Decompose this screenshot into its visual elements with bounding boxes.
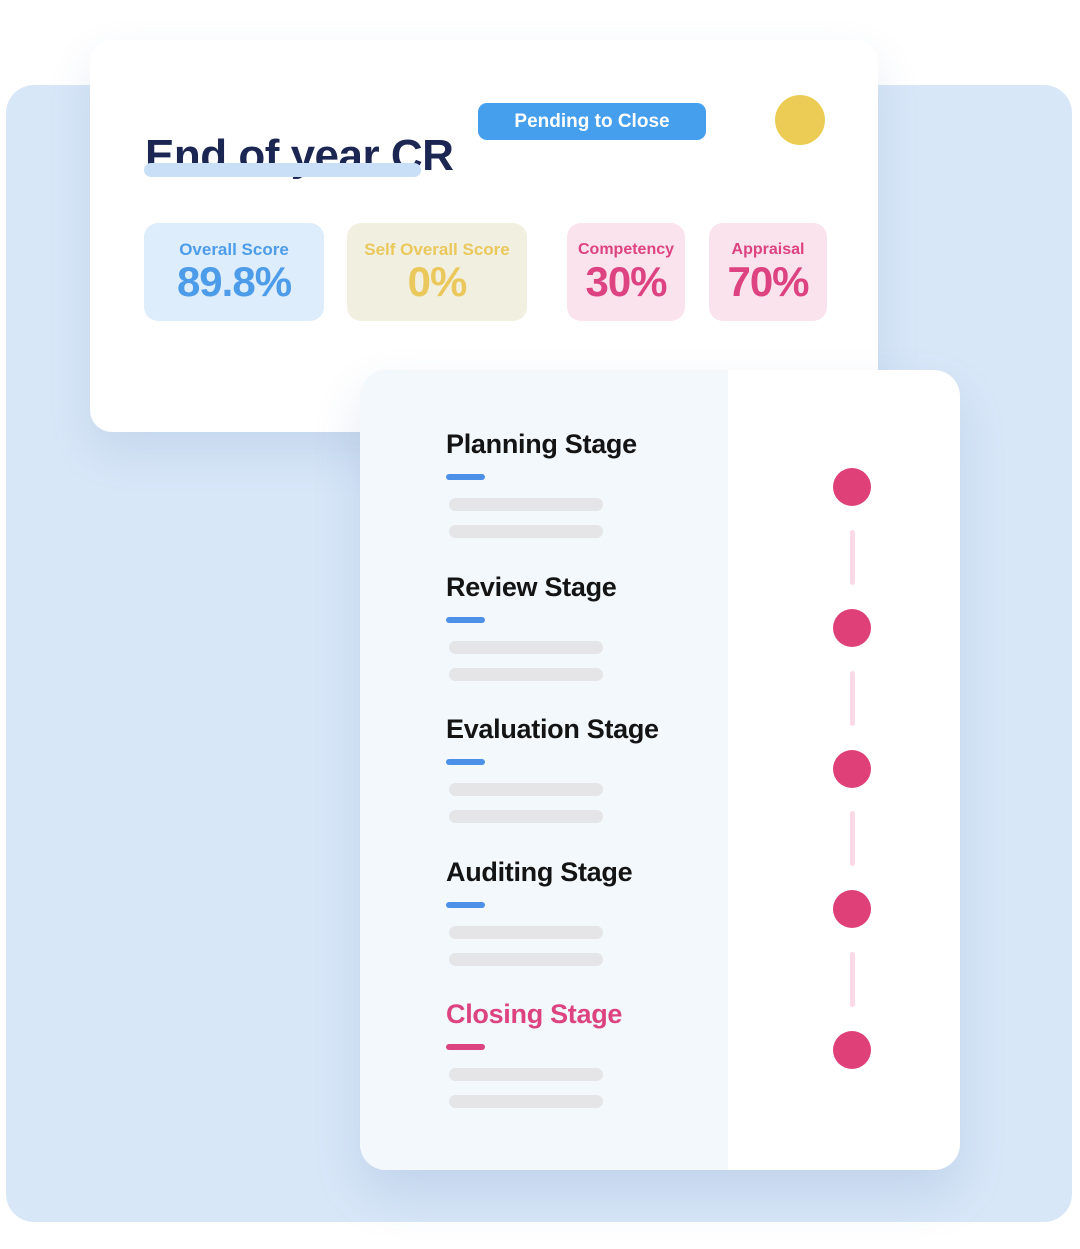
placeholder-line	[449, 810, 603, 823]
status-badge[interactable]: Pending to Close	[478, 103, 706, 140]
stage-item-evaluation: Evaluation Stage	[446, 715, 716, 830]
score-value: 0%	[407, 258, 468, 305]
placeholder-line	[449, 525, 603, 538]
placeholder-line	[449, 498, 603, 511]
avatar[interactable]	[775, 95, 825, 145]
placeholder-line	[449, 1068, 603, 1081]
stage-underline	[446, 617, 485, 623]
stage-item-planning: Planning Stage	[446, 430, 716, 545]
score-tile-appraisal: Appraisal 70%	[709, 223, 827, 321]
stage-item-review: Review Stage	[446, 573, 716, 688]
score-label: Self Overall Score	[364, 240, 510, 259]
review-summary-card: End of year CR Pending to Close Overall …	[90, 40, 878, 432]
placeholder-line	[449, 953, 603, 966]
stage-item-auditing: Auditing Stage	[446, 858, 716, 973]
placeholder-line	[449, 783, 603, 796]
stages-card: Planning Stage Review Stage Evaluation S…	[360, 370, 960, 1170]
timeline-dot	[833, 468, 871, 506]
stage-title: Planning Stage	[446, 429, 637, 459]
placeholder-line	[449, 1095, 603, 1108]
score-value: 70%	[727, 257, 809, 305]
score-value: 89.8%	[176, 258, 292, 305]
timeline-connector	[850, 811, 855, 866]
timeline-dot	[833, 750, 871, 788]
timeline-dot	[833, 609, 871, 647]
stage-underline	[446, 1044, 485, 1050]
score-label: Competency	[577, 240, 675, 258]
placeholder-line	[449, 926, 603, 939]
stage-title: Evaluation Stage	[446, 714, 659, 744]
score-tile-overall: Overall Score 89.8%	[144, 223, 324, 321]
stage-title: Review Stage	[446, 572, 617, 602]
score-label: Appraisal	[731, 240, 805, 258]
timeline-dot	[833, 1031, 871, 1069]
score-tile-competency: Competency 30%	[567, 223, 685, 321]
score-tile-self-overall: Self Overall Score 0%	[347, 223, 527, 321]
score-value: 30%	[585, 257, 667, 305]
title-underline-bar	[144, 163, 421, 177]
placeholder-line	[449, 641, 603, 654]
timeline-dot	[833, 890, 871, 928]
stage-item-closing: Closing Stage	[446, 1000, 716, 1115]
score-label: Overall Score	[179, 240, 289, 259]
timeline-connector	[850, 530, 855, 585]
stage-title: Auditing Stage	[446, 857, 633, 887]
stage-underline	[446, 474, 485, 480]
stage-underline	[446, 902, 485, 908]
timeline-connector	[850, 952, 855, 1007]
stage-title: Closing Stage	[446, 999, 623, 1029]
stage-underline	[446, 759, 485, 765]
placeholder-line	[449, 668, 603, 681]
timeline-connector	[850, 671, 855, 726]
